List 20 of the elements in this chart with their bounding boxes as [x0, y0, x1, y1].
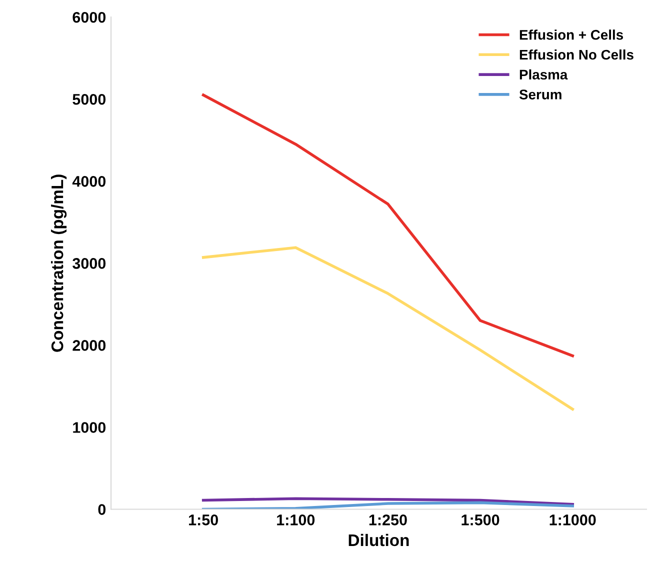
line-series — [202, 246, 574, 411]
legend-label: Effusion + Cells — [520, 30, 624, 40]
y-tick-label: 6000 — [72, 12, 106, 23]
y-tick-label: 2000 — [72, 340, 106, 351]
legend-label: Effusion No Cells — [520, 49, 634, 60]
x-tick-label: 1:1000 — [550, 514, 596, 526]
x-tick-label: 1:100 — [277, 514, 315, 526]
y-tick-label: 4000 — [72, 176, 106, 187]
legend-label: Plasma — [520, 69, 568, 80]
line-series — [202, 501, 574, 510]
y-tick-label: 1000 — [73, 422, 106, 433]
y-tick-label: 0 — [98, 504, 106, 515]
x-tick-label: 1:250 — [369, 514, 407, 526]
y-tick-label: 3000 — [72, 258, 106, 269]
y-axis-title: Concentration (pg/mL) — [51, 174, 67, 352]
x-tick-label: 1:500 — [462, 514, 500, 526]
x-axis-title: Dilution — [348, 534, 409, 546]
y-tick-label: 5000 — [72, 94, 106, 105]
legend-label: Serum — [519, 90, 562, 100]
x-tick-label: 1:50 — [189, 514, 218, 526]
